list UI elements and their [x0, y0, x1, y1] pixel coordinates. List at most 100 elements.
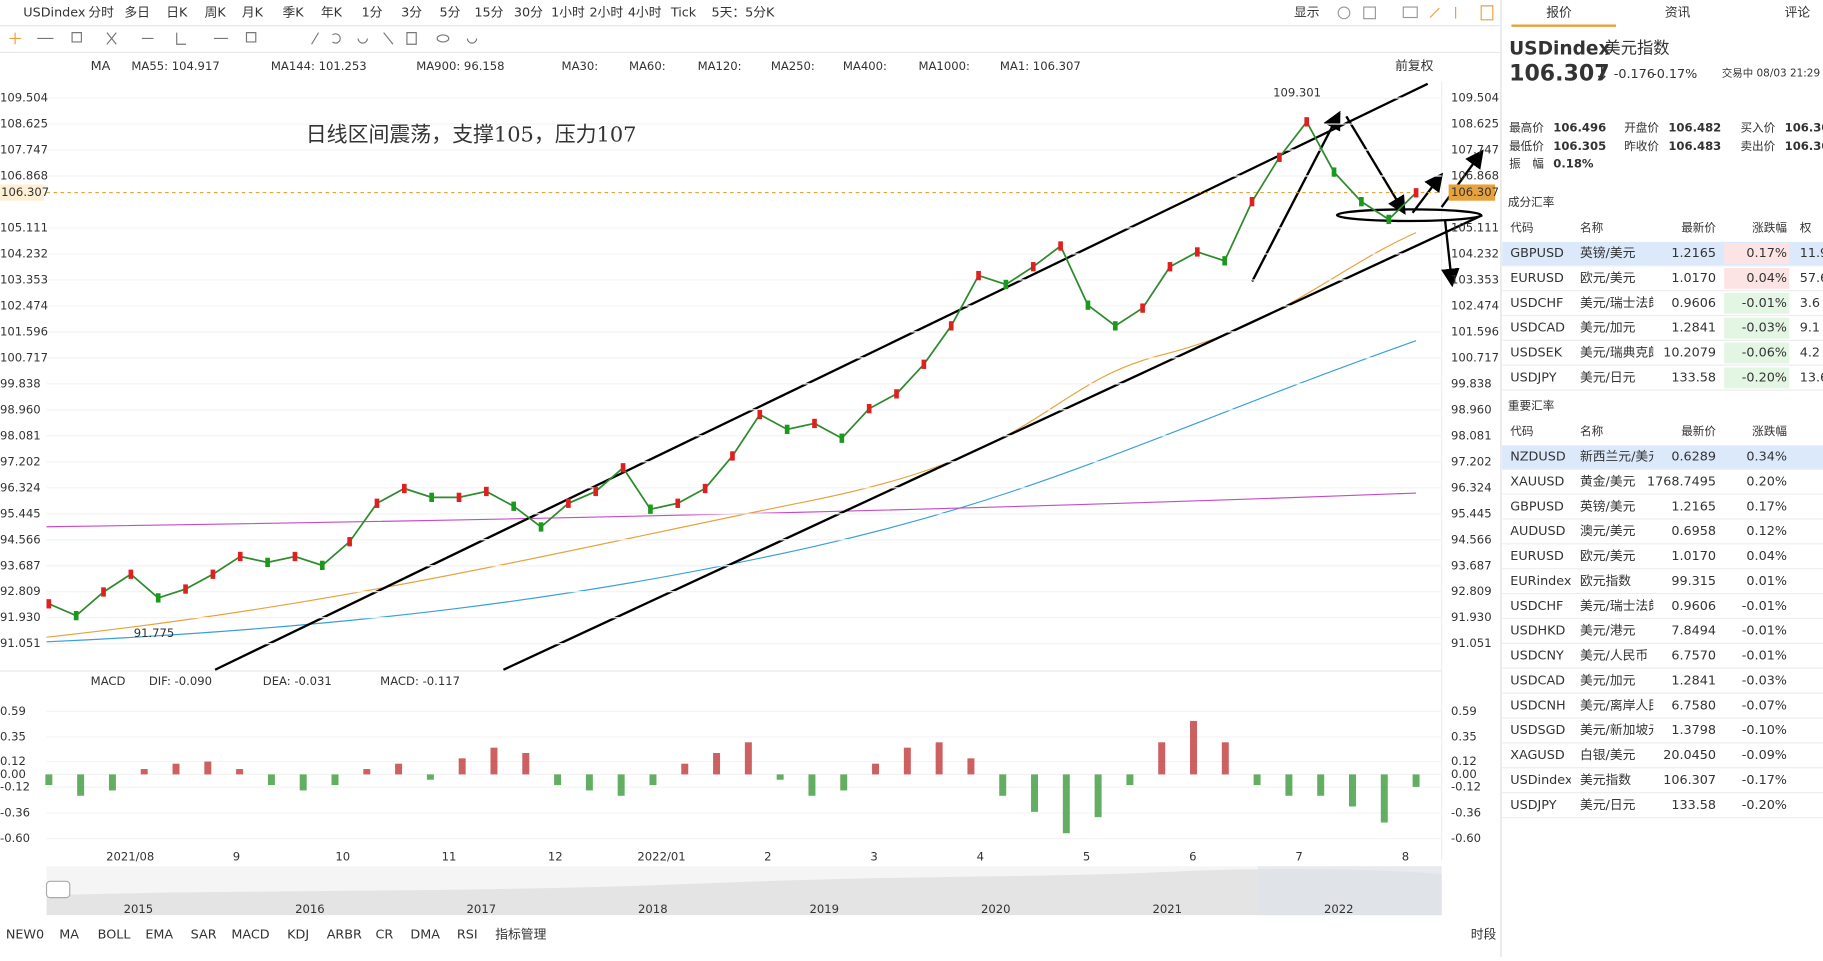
more-button[interactable]	[45, 880, 71, 899]
table-cell[interactable]: -0.20%	[1742, 798, 1787, 813]
table-cell[interactable]: 欧元/美元	[1580, 271, 1636, 286]
table-cell[interactable]: -0.10%	[1742, 723, 1787, 738]
table-cell[interactable]: 1.2841	[1671, 673, 1716, 688]
table-cell[interactable]: 6.7580	[1671, 698, 1716, 713]
table-cell[interactable]: 新西兰元/美元	[1580, 448, 1661, 464]
indicator-tab[interactable]: BOLL	[98, 927, 132, 942]
table-cell[interactable]: 0.34%	[1746, 449, 1787, 464]
table-cell[interactable]: 13.6	[1800, 370, 1823, 385]
table-cell[interactable]: 57.6	[1800, 271, 1823, 286]
indicator-tab[interactable]: MACD	[231, 927, 269, 942]
table-cell[interactable]: 0.9606	[1671, 296, 1716, 311]
period-tab[interactable]: 分时	[88, 5, 114, 20]
table-cell[interactable]: 0.01%	[1746, 574, 1787, 589]
period-tab[interactable]: 季K	[283, 5, 305, 20]
table-cell[interactable]: -0.01%	[1742, 624, 1787, 639]
table-cell[interactable]: AUDUSD	[1510, 524, 1565, 539]
indicator-tab[interactable]: EMA	[145, 927, 173, 942]
table-cell[interactable]: XAGUSD	[1510, 748, 1565, 763]
table-cell[interactable]: -0.06%	[1742, 346, 1787, 361]
table-cell[interactable]: 1.2165	[1671, 499, 1716, 514]
table-cell[interactable]: USDCNH	[1510, 698, 1565, 713]
navigator-window[interactable]	[1257, 866, 1442, 916]
table-cell[interactable]: 1.2841	[1671, 321, 1716, 336]
period-tab[interactable]: 周K	[205, 5, 227, 20]
ma-label[interactable]: MA	[91, 59, 111, 74]
table-cell[interactable]: EURindex	[1510, 574, 1572, 589]
table-cell[interactable]: -0.20%	[1742, 370, 1787, 385]
table-cell[interactable]: USDCHF	[1510, 599, 1563, 614]
top-right-icons[interactable]	[1337, 5, 1494, 21]
table-cell[interactable]: -0.03%	[1742, 673, 1787, 688]
table-cell[interactable]: -0.09%	[1742, 748, 1787, 763]
table-cell[interactable]: USDCNY	[1510, 649, 1564, 664]
indicator-tab[interactable]: NEW0	[6, 927, 44, 942]
table-cell[interactable]: 0.04%	[1746, 549, 1787, 564]
period-tab[interactable]: Tick	[670, 5, 697, 20]
table-cell[interactable]: 7.8494	[1671, 624, 1716, 639]
table-cell[interactable]: 1.3798	[1671, 723, 1716, 738]
table-cell[interactable]: 美元/日元	[1580, 370, 1636, 385]
drawing-tools[interactable]	[9, 32, 478, 45]
period-tab[interactable]: 5分	[439, 5, 460, 20]
table-cell[interactable]: 3.6	[1800, 296, 1820, 311]
table-cell[interactable]: EURUSD	[1510, 271, 1564, 286]
display-menu[interactable]: 显示	[1294, 5, 1320, 20]
table-cell[interactable]: GBPUSD	[1510, 246, 1564, 261]
indicator-tab[interactable]: SAR	[191, 927, 217, 942]
table-cell[interactable]: 0.17%	[1746, 246, 1787, 261]
table-cell[interactable]: 4.2	[1800, 346, 1820, 361]
table-cell[interactable]: 美元/瑞士法郎	[1580, 599, 1661, 614]
table-cell[interactable]: 美元/瑞士法郎	[1580, 296, 1661, 311]
table-cell[interactable]: 美元/港元	[1580, 624, 1636, 639]
table-cell[interactable]: GBPUSD	[1510, 499, 1564, 514]
table-cell[interactable]: 美元/人民币	[1580, 649, 1648, 664]
adjust-toggle[interactable]: 前复权	[1395, 58, 1434, 74]
table-cell[interactable]: 美元/日元	[1580, 798, 1636, 813]
period-tab[interactable]: 30分	[514, 5, 543, 20]
table-cell[interactable]: 0.9606	[1671, 599, 1716, 614]
table-cell[interactable]: 美元指数	[1580, 773, 1631, 788]
table-cell[interactable]: 美元/加元	[1580, 673, 1636, 688]
indicator-tab[interactable]: DMA	[410, 927, 440, 942]
panel-tab[interactable]: 资讯	[1665, 5, 1691, 20]
table-cell[interactable]: 99.315	[1671, 574, 1716, 589]
panel-tab[interactable]: 报价	[1546, 5, 1572, 20]
table-cell[interactable]: EURUSD	[1510, 549, 1564, 564]
table-cell[interactable]: 白银/美元	[1580, 747, 1636, 763]
period-tab[interactable]: 2小时	[589, 5, 623, 20]
period-tab[interactable]: 多日	[124, 5, 150, 20]
table-cell[interactable]: 英镑/美元	[1580, 245, 1636, 261]
table-cell[interactable]: -0.03%	[1742, 321, 1787, 336]
table-cell[interactable]: 0.6289	[1671, 449, 1716, 464]
table-cell[interactable]: 10.2079	[1663, 346, 1716, 361]
table-cell[interactable]: 1.2165	[1671, 246, 1716, 261]
table-cell[interactable]: 黄金/美元	[1580, 473, 1636, 489]
table-cell[interactable]: 英镑/美元	[1580, 498, 1636, 514]
table-cell[interactable]: 1768.7495	[1647, 474, 1716, 489]
table-cell[interactable]: USDJPY	[1510, 370, 1556, 385]
indicator-tab[interactable]: ARBR	[327, 927, 362, 942]
table-cell[interactable]: 1.0170	[1671, 549, 1716, 564]
table-cell[interactable]: -0.01%	[1742, 649, 1787, 664]
period-tab[interactable]: 4小时	[628, 5, 662, 20]
table-cell[interactable]: 美元/加元	[1580, 321, 1636, 336]
table-cell[interactable]: NZDUSD	[1510, 449, 1566, 464]
table-cell[interactable]: USDCHF	[1510, 296, 1563, 311]
table-cell[interactable]: 20.0450	[1663, 748, 1716, 763]
table-cell[interactable]: 美元/新加坡元	[1580, 722, 1661, 738]
table-cell[interactable]: 0.17%	[1746, 499, 1787, 514]
table-cell[interactable]: 106.307	[1663, 773, 1716, 788]
table-cell[interactable]: XAUUSD	[1510, 474, 1564, 489]
period-tab[interactable]: 年K	[321, 5, 343, 20]
panel-tab[interactable]: 评论	[1785, 5, 1811, 20]
indicator-manage[interactable]: 指标管理	[495, 927, 546, 942]
period-tab[interactable]: 月K	[242, 5, 264, 20]
period-tab[interactable]: 日K	[166, 5, 188, 20]
table-cell[interactable]: USDJPY	[1510, 798, 1556, 813]
indicator-tab[interactable]: CR	[376, 927, 394, 942]
table-cell[interactable]: 0.20%	[1746, 474, 1787, 489]
period-tab[interactable]: 1分	[362, 5, 383, 20]
indicator-tab[interactable]: RSI	[457, 927, 478, 942]
table-cell[interactable]: 0.04%	[1746, 271, 1787, 286]
